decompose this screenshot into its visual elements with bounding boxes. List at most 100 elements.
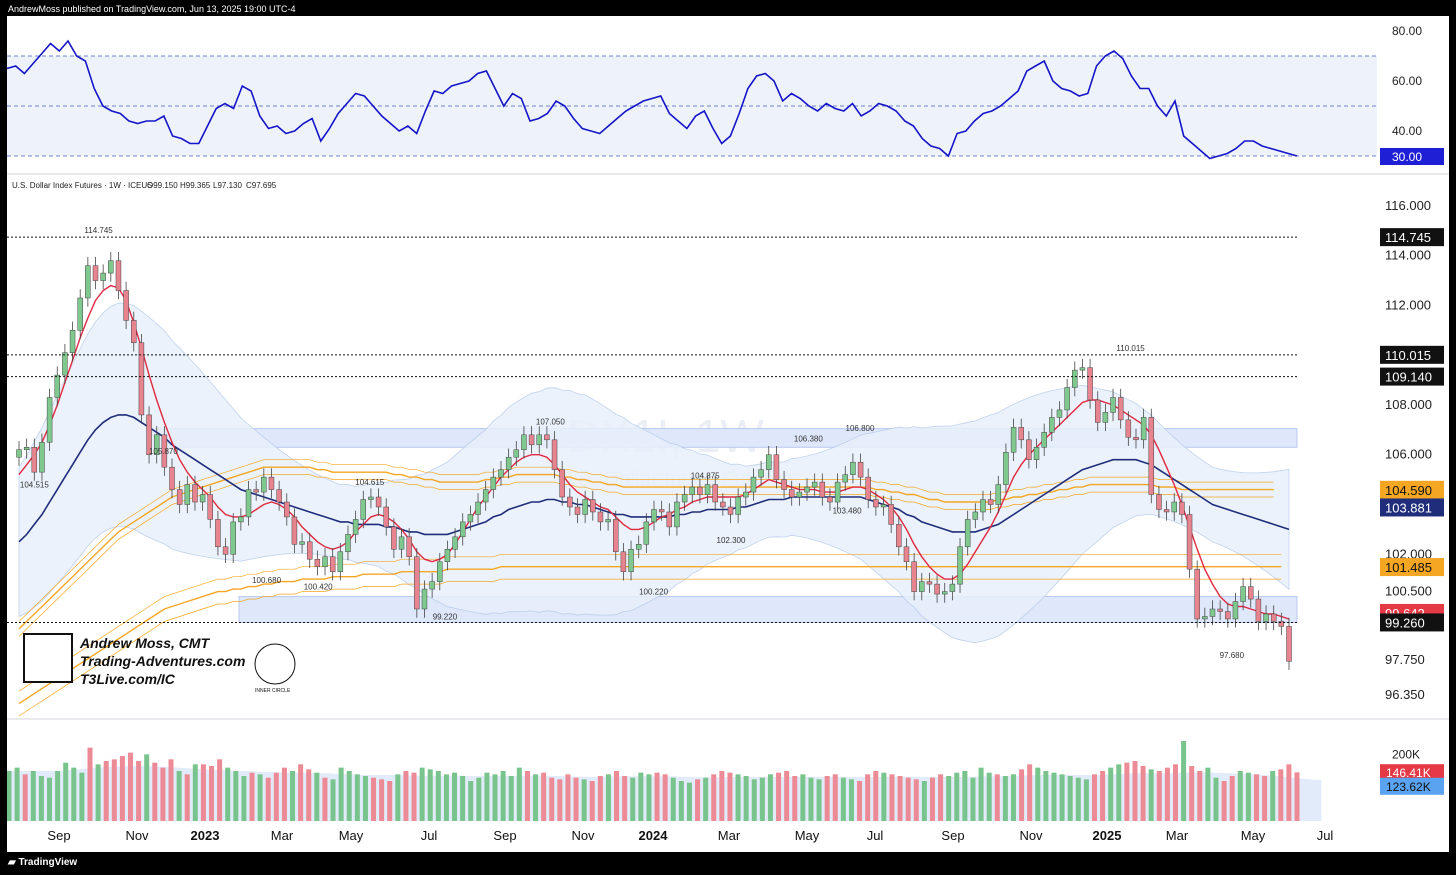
ma-long-line <box>18 474 1274 637</box>
candle <box>941 582 948 603</box>
candle-body <box>1286 626 1292 662</box>
candle-body <box>1102 412 1109 423</box>
rsi-tick-label: 40.00 <box>1392 124 1422 138</box>
candle <box>628 540 634 581</box>
candle-body <box>513 449 520 458</box>
volume-bar <box>784 771 790 821</box>
candle-body <box>1217 608 1223 612</box>
volume-bar <box>881 772 887 821</box>
candle-body <box>31 447 38 473</box>
volume-bar <box>168 759 174 821</box>
volume-bar <box>87 747 93 821</box>
candle <box>796 483 803 506</box>
price-label-text: 109.140 <box>1385 370 1432 385</box>
volume-bar <box>759 777 765 821</box>
candle-body <box>215 519 221 548</box>
candle <box>146 406 152 464</box>
candle <box>62 344 68 384</box>
volume-bar <box>857 781 863 821</box>
candle <box>199 485 206 511</box>
chart-svg[interactable]: 80.00 60.00 40.00 30.00 U.S. Dollar Index Fu… <box>6 16 1449 852</box>
volume-bar <box>290 771 296 821</box>
volume-bar <box>703 777 709 821</box>
price-annotation: 102.300 <box>717 536 746 545</box>
candle-body <box>536 434 542 446</box>
candle <box>92 256 99 290</box>
candle-body <box>1270 613 1277 622</box>
inner-circle-text: INNER CIRCLE <box>255 688 291 694</box>
candle <box>261 468 267 501</box>
volume-bar <box>128 752 134 821</box>
candle <box>153 426 160 464</box>
rsi-tick-label: 60.00 <box>1392 74 1422 88</box>
price-annotation: 99.220 <box>433 612 458 621</box>
candle <box>811 473 818 496</box>
candle-body <box>375 496 382 508</box>
volume-bar <box>962 771 968 821</box>
price-annotation: 104.615 <box>355 478 384 487</box>
candle-body <box>268 476 275 490</box>
price-tick-label: 106.000 <box>1385 447 1432 462</box>
candle <box>834 473 841 511</box>
candle-body <box>704 484 711 495</box>
candle <box>964 510 971 556</box>
candle <box>727 498 734 524</box>
volume-bar <box>865 774 871 821</box>
volume-bar <box>6 771 12 821</box>
price-label-badge <box>1380 345 1444 364</box>
candle-body <box>153 434 160 455</box>
candle <box>77 289 83 340</box>
volume-label-badge <box>1380 777 1444 795</box>
candle <box>888 495 894 534</box>
candle-body <box>207 494 214 520</box>
volume-bar <box>144 754 150 821</box>
candle <box>276 480 282 511</box>
volume-bar <box>670 777 676 821</box>
author-logo-icon <box>23 633 73 683</box>
candle <box>23 438 30 459</box>
volume-bar <box>119 756 125 821</box>
candle-body <box>743 491 749 498</box>
candle-body <box>850 461 856 475</box>
volume-bar <box>338 767 344 821</box>
candle-body <box>23 447 30 451</box>
volume-bar <box>808 777 814 821</box>
candle-body <box>230 521 236 555</box>
volume-bar <box>1237 771 1243 821</box>
candle-body <box>284 501 290 518</box>
candle <box>750 468 757 501</box>
candle <box>873 490 879 516</box>
candle-body <box>766 454 772 470</box>
candle-body <box>1049 417 1055 433</box>
volume-bar <box>735 774 741 821</box>
candle-body <box>582 499 588 515</box>
candle-body <box>735 496 741 515</box>
volume-bar <box>897 776 903 821</box>
candle-body <box>406 536 412 558</box>
candle-body <box>467 514 474 523</box>
candle <box>467 505 474 531</box>
volume-bar <box>573 777 579 821</box>
candle-body <box>674 501 680 528</box>
volume-bar <box>306 769 312 821</box>
candle <box>804 478 810 501</box>
candle <box>880 495 887 516</box>
volume-bar <box>873 771 879 821</box>
candle <box>215 510 221 556</box>
candle-body <box>1179 501 1185 515</box>
candle <box>582 490 588 524</box>
volume-bar <box>395 774 401 821</box>
candle-body <box>1026 439 1032 460</box>
candle <box>513 441 520 466</box>
volume-bar <box>767 774 773 821</box>
candle <box>1278 612 1285 636</box>
price-label-text: 110.015 <box>1385 348 1431 363</box>
volume-bar <box>176 771 182 821</box>
candle <box>574 498 581 524</box>
brand-label: TradingView <box>18 857 78 868</box>
candle <box>1194 560 1200 628</box>
candle <box>926 572 933 593</box>
volume-bar <box>362 776 368 821</box>
candle-body <box>16 449 22 458</box>
candle-body <box>628 549 634 572</box>
